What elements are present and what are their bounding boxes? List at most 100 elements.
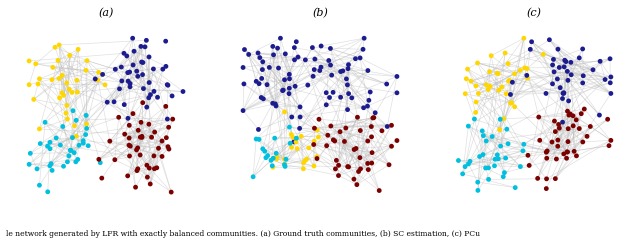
Point: [289, 140, 299, 144]
Point: [358, 47, 368, 51]
Point: [463, 67, 473, 71]
Point: [363, 168, 373, 172]
Point: [490, 157, 500, 161]
Point: [312, 128, 322, 132]
Point: [46, 162, 56, 166]
Point: [284, 72, 294, 76]
Point: [321, 103, 332, 107]
Point: [484, 70, 495, 73]
Point: [315, 69, 325, 72]
Point: [504, 79, 514, 83]
Point: [471, 84, 481, 88]
Point: [557, 120, 568, 124]
Point: [559, 91, 569, 95]
Point: [351, 147, 361, 150]
Point: [574, 56, 584, 60]
Point: [264, 66, 275, 69]
Point: [463, 124, 474, 128]
Point: [45, 140, 55, 144]
Point: [152, 166, 162, 170]
Point: [321, 144, 332, 148]
Point: [523, 153, 533, 157]
Point: [342, 83, 353, 87]
Point: [506, 101, 516, 105]
Point: [509, 72, 520, 76]
Point: [152, 95, 163, 99]
Point: [342, 108, 353, 112]
Point: [332, 158, 342, 162]
Point: [495, 128, 505, 132]
Point: [93, 78, 103, 82]
Point: [298, 161, 308, 165]
Point: [90, 77, 100, 81]
Point: [100, 83, 110, 87]
Point: [481, 166, 491, 170]
Point: [554, 126, 564, 130]
Point: [534, 115, 544, 119]
Point: [163, 125, 173, 129]
Point: [67, 90, 77, 94]
Point: [605, 91, 616, 95]
Point: [515, 165, 525, 168]
Point: [258, 60, 268, 64]
Point: [148, 154, 159, 158]
Point: [370, 111, 380, 115]
Point: [116, 65, 127, 69]
Point: [367, 135, 377, 139]
Point: [267, 164, 277, 168]
Point: [82, 59, 92, 63]
Point: [83, 144, 93, 148]
Point: [460, 92, 470, 96]
Point: [564, 113, 574, 117]
Point: [284, 92, 294, 96]
Point: [239, 48, 250, 51]
Point: [483, 88, 493, 91]
Point: [253, 127, 264, 131]
Point: [271, 151, 282, 155]
Point: [115, 87, 125, 91]
Point: [374, 189, 385, 192]
Point: [549, 70, 559, 74]
Point: [239, 82, 249, 86]
Point: [35, 142, 45, 145]
Point: [164, 147, 174, 151]
Point: [566, 73, 577, 77]
Point: [492, 71, 502, 75]
Point: [509, 105, 520, 109]
Point: [33, 82, 43, 86]
Point: [503, 142, 513, 146]
Point: [469, 117, 479, 121]
Point: [95, 161, 106, 165]
Point: [463, 162, 474, 166]
Point: [542, 149, 552, 153]
Point: [525, 47, 536, 51]
Point: [324, 59, 334, 62]
Point: [460, 165, 470, 168]
Point: [64, 87, 74, 91]
Point: [473, 188, 483, 192]
Point: [48, 66, 58, 69]
Point: [74, 143, 84, 147]
Point: [284, 86, 294, 90]
Point: [335, 70, 346, 73]
Point: [458, 172, 468, 176]
Point: [280, 52, 291, 56]
Point: [143, 96, 154, 100]
Point: [366, 125, 376, 128]
Point: [132, 167, 143, 171]
Point: [71, 118, 81, 122]
Text: (b): (b): [312, 8, 328, 19]
Point: [262, 154, 273, 157]
Point: [328, 138, 339, 142]
Point: [557, 97, 568, 101]
Point: [364, 98, 374, 102]
Point: [392, 139, 402, 143]
Point: [300, 58, 310, 62]
Point: [338, 69, 348, 73]
Point: [550, 130, 561, 133]
Point: [604, 144, 614, 148]
Point: [123, 79, 133, 83]
Point: [483, 177, 493, 181]
Text: (a): (a): [99, 8, 114, 19]
Point: [292, 147, 302, 150]
